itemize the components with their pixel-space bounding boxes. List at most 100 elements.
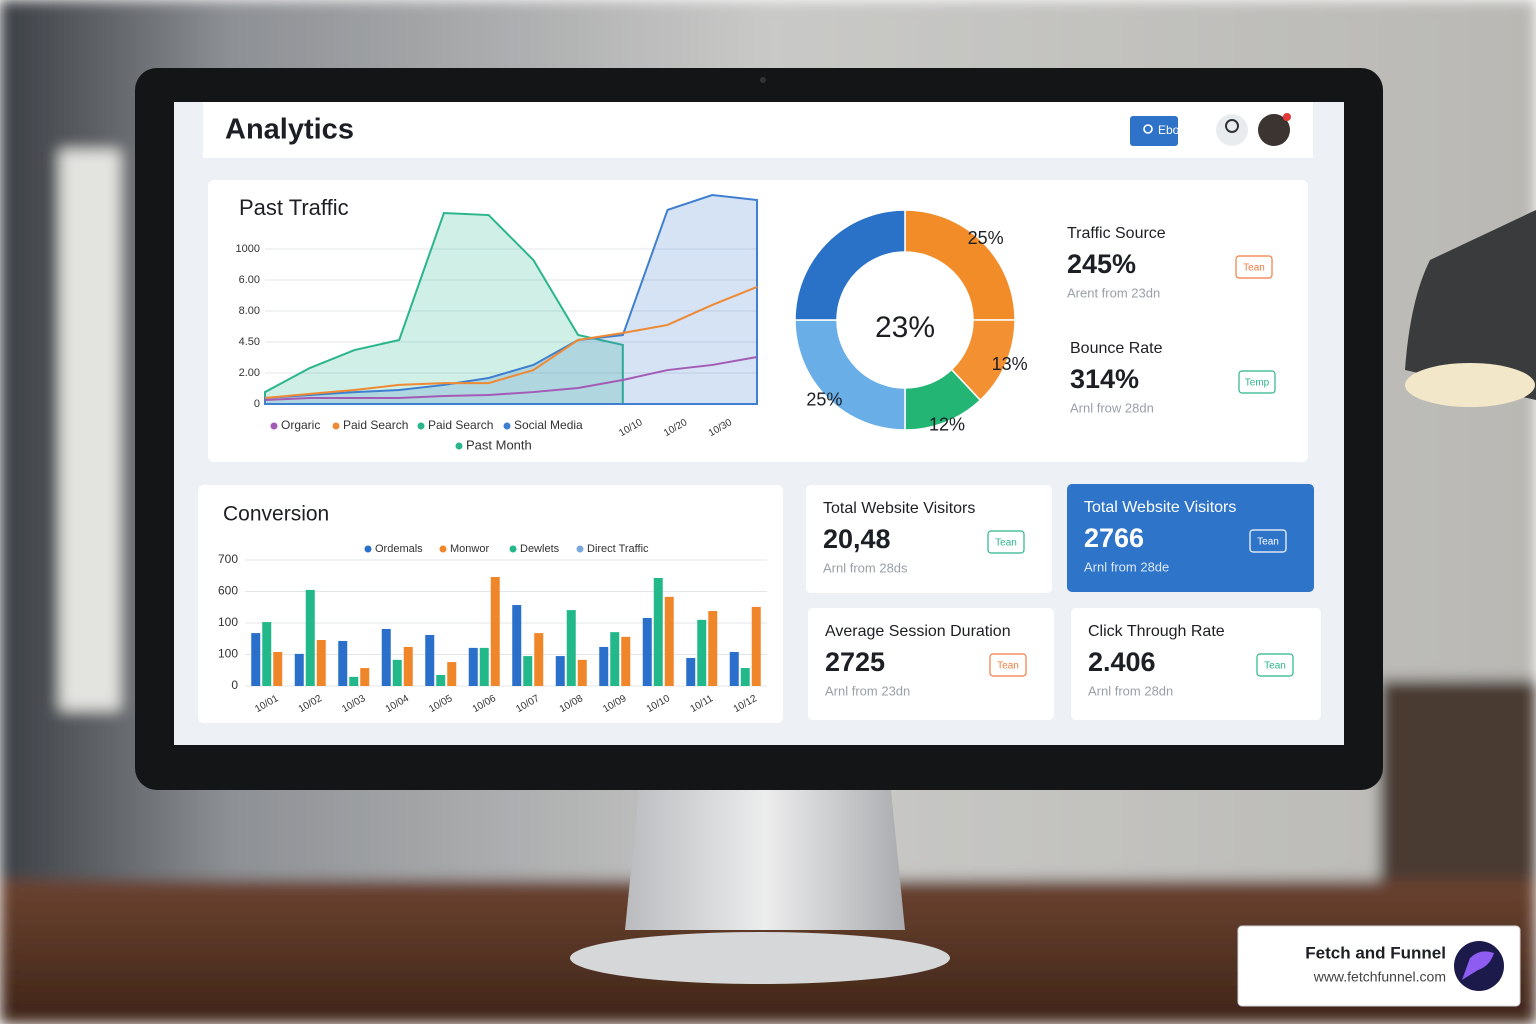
bar (447, 662, 457, 686)
legend-swatch (576, 545, 584, 553)
y-tick-label: 8.00 (239, 305, 260, 317)
bar (425, 634, 435, 686)
legend-swatch (270, 422, 278, 430)
bar (534, 633, 544, 686)
card-badge (1238, 370, 1276, 394)
donut-label: 25% (806, 389, 842, 409)
card-title: Bounce Rate (1070, 340, 1163, 357)
legend-label: Monwor (450, 543, 489, 555)
card-value: 314% (1070, 364, 1139, 394)
legend-swatch (455, 442, 463, 450)
bar (403, 646, 413, 686)
stat-card (1053, 325, 1303, 432)
badge-label: Tean (995, 538, 1017, 549)
legend-swatch (417, 422, 425, 430)
bar (273, 651, 283, 686)
conversion-title: Conversion (223, 503, 329, 526)
card-badge (989, 653, 1027, 677)
card-title: Average Session Duration (825, 623, 1011, 640)
y-tick-label: 100 (218, 615, 238, 629)
legend-label: Social Media (514, 418, 583, 432)
bar (642, 617, 652, 686)
bar (577, 659, 587, 686)
card-badge (987, 530, 1025, 554)
card-value: 2725 (825, 647, 885, 677)
legend-swatch (503, 422, 511, 430)
card-value: 2.406 (1088, 647, 1156, 677)
header-bar (203, 102, 1313, 158)
avatar-icon (1225, 119, 1239, 133)
y-tick-label: 0 (231, 678, 238, 692)
bar (686, 657, 696, 686)
ebook-button[interactable] (1130, 116, 1178, 146)
bar (262, 622, 272, 686)
stat-card (808, 608, 1054, 720)
brand-logo-shape (1462, 951, 1494, 980)
donut-center-label: 23% (875, 311, 935, 344)
bar (653, 577, 663, 686)
monitor-base (570, 932, 950, 984)
card-badge (1235, 255, 1273, 279)
y-tick-label: 1000 (236, 243, 260, 255)
card-badge (1249, 529, 1287, 553)
donut-segment (794, 209, 906, 321)
bar (523, 656, 533, 686)
bar (349, 676, 359, 686)
card-title: Click Through Rate (1088, 623, 1225, 640)
camera (760, 77, 766, 83)
card-value: 245% (1067, 249, 1136, 279)
badge-label: Tean (1264, 661, 1286, 672)
notification-dot (1283, 113, 1291, 121)
monitor-neck (625, 780, 905, 930)
donut-label: 12% (929, 415, 965, 435)
bar (555, 656, 565, 686)
bar (294, 653, 304, 686)
badge-label: Tean (997, 661, 1019, 672)
lamp-light (1405, 363, 1535, 407)
bar (316, 640, 326, 686)
donut-label: 13% (992, 354, 1028, 374)
traffic-title: Past Traffic (239, 195, 349, 220)
bar (599, 646, 609, 686)
bar (697, 619, 707, 686)
legend-label: Past Month (466, 437, 532, 452)
card-title: Total Website Visitors (823, 500, 975, 517)
card-note: Arnl from 28de (1084, 559, 1169, 574)
bar (751, 606, 761, 686)
bar (621, 636, 631, 686)
line (264, 286, 758, 399)
y-tick-label: 2.00 (239, 367, 260, 379)
legend-label: Paid Search (343, 418, 408, 432)
y-tick-label: 100 (218, 647, 238, 661)
card-note: Arnl from 28ds (823, 560, 908, 575)
window-pane (60, 150, 120, 710)
y-tick-label: 700 (218, 552, 238, 566)
legend-label: Orgaric (281, 418, 320, 432)
legend-label: Dewlets (520, 543, 560, 555)
bar (740, 668, 750, 686)
legend-swatch (332, 422, 340, 430)
card-title: Total Website Visitors (1084, 499, 1236, 516)
card-value: 20,48 (823, 524, 891, 554)
stat-card (1067, 484, 1314, 592)
page-title: Analytics (225, 114, 354, 146)
y-tick-label: 600 (218, 584, 238, 598)
bar (512, 605, 522, 686)
badge-label: Temp (1245, 378, 1270, 389)
profile-avatar[interactable] (1258, 114, 1290, 146)
y-tick-label: 4.50 (239, 336, 260, 348)
bar (338, 640, 348, 686)
bar (664, 596, 674, 686)
line (264, 356, 758, 401)
bar (436, 674, 446, 686)
user-avatar[interactable] (1216, 114, 1248, 146)
search-icon (1143, 124, 1153, 134)
lamp (1405, 210, 1536, 400)
furniture (1380, 680, 1536, 880)
bar (566, 610, 576, 686)
bar (729, 651, 739, 686)
card-badge (1256, 653, 1294, 677)
card-title: Traffic Source (1067, 225, 1166, 242)
